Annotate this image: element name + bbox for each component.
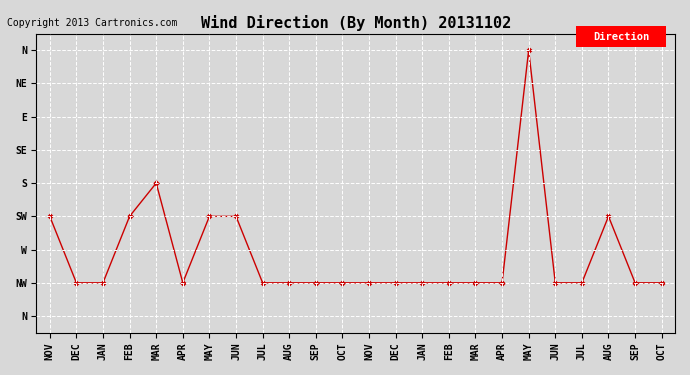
Text: Direction: Direction xyxy=(593,32,649,42)
Title: Wind Direction (By Month) 20131102: Wind Direction (By Month) 20131102 xyxy=(201,15,511,31)
Text: Copyright 2013 Cartronics.com: Copyright 2013 Cartronics.com xyxy=(7,18,177,28)
